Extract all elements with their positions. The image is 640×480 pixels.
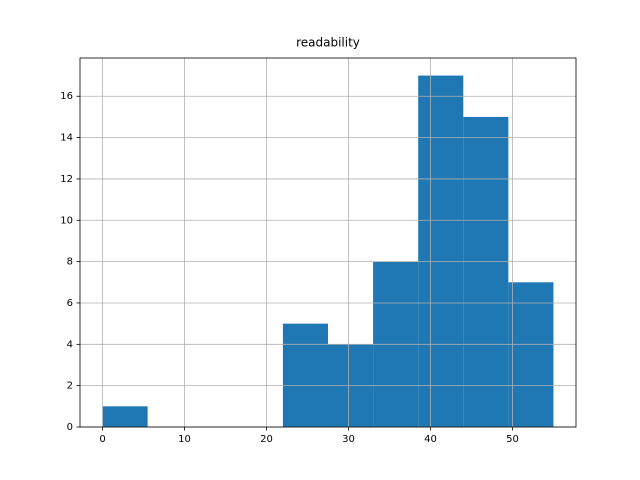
chart-title: readability [296, 36, 360, 50]
y-tick-label: 14 [60, 133, 73, 144]
y-tick-label: 8 [67, 257, 73, 268]
y-tick-label: 4 [67, 339, 73, 350]
bar [418, 75, 464, 428]
x-tick-label: 30 [342, 434, 355, 445]
y-tick-label: 6 [67, 298, 73, 309]
bar [282, 323, 328, 427]
x-tick-label: 0 [99, 434, 105, 445]
x-tick-label: 10 [178, 434, 191, 445]
x-tick-label: 20 [260, 434, 273, 445]
bar [508, 282, 554, 427]
bar [102, 406, 148, 427]
y-tick-label: 16 [60, 91, 73, 102]
y-tick-label: 12 [60, 174, 73, 185]
bar [463, 116, 509, 428]
y-tick-label: 2 [67, 381, 73, 392]
x-tick-label: 40 [424, 434, 437, 445]
axes-frame [79, 57, 577, 428]
y-tick-label: 0 [67, 422, 73, 433]
y-tick-label: 10 [60, 215, 73, 226]
x-tick-label: 50 [506, 434, 519, 445]
